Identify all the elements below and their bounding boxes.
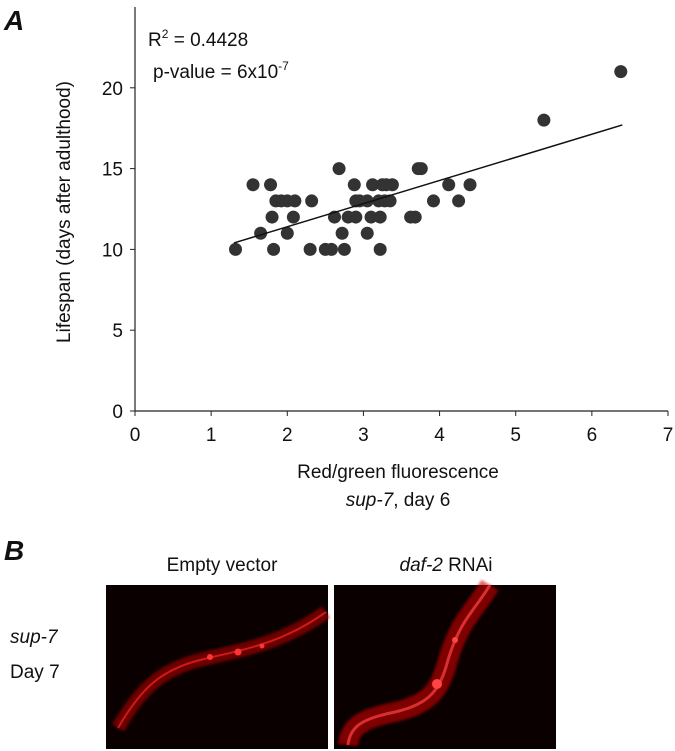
x-axis-label-line2: sup-7, day 6	[346, 490, 451, 511]
point	[305, 194, 319, 208]
point	[280, 226, 294, 240]
point	[366, 178, 380, 192]
r2-annotation: R2 = 0.4428	[148, 27, 248, 51]
point	[337, 242, 351, 256]
point	[408, 210, 422, 224]
point	[442, 178, 456, 192]
y-tick-label: 10	[102, 240, 123, 261]
point	[349, 210, 363, 224]
point	[288, 194, 302, 208]
micrograph	[334, 579, 556, 749]
point	[265, 210, 279, 224]
y-tick-label: 20	[102, 79, 123, 100]
x-tick-label: 4	[434, 425, 445, 446]
panel-label: B	[4, 535, 24, 566]
x-tick-label: 3	[358, 425, 369, 446]
point	[383, 194, 397, 208]
point	[385, 178, 399, 192]
point	[335, 226, 349, 240]
point	[452, 194, 466, 208]
point	[246, 178, 260, 192]
y-tick-label: 5	[112, 321, 123, 342]
point	[286, 210, 300, 224]
point	[332, 162, 346, 176]
point	[267, 242, 281, 256]
point	[324, 242, 338, 256]
point	[303, 242, 317, 256]
x-tick-label: 0	[130, 425, 141, 446]
point	[373, 210, 387, 224]
x-tick-label: 5	[510, 425, 521, 446]
point	[373, 242, 387, 256]
x-tick-label: 6	[587, 425, 598, 446]
row-label: Day 7	[10, 662, 60, 683]
trendline	[233, 124, 623, 244]
micrograph	[106, 585, 331, 749]
x-axis-label: Red/green fluorescence	[297, 462, 499, 483]
point	[229, 242, 243, 256]
y-tick-label: 15	[102, 160, 123, 181]
y-axis-label: Lifespan (days after adulthood)	[54, 81, 75, 343]
x-tick-label: 1	[206, 425, 217, 446]
point	[364, 210, 378, 224]
point	[614, 65, 628, 79]
y-tick-label: 0	[112, 402, 123, 423]
point	[414, 162, 428, 176]
point	[426, 194, 440, 208]
x-tick-label: 2	[282, 425, 293, 446]
point	[463, 178, 477, 192]
column-label: Empty vector	[167, 555, 279, 576]
row-label: sup-7	[10, 627, 59, 648]
pvalue-annotation: p-value = 6x10-7	[153, 59, 289, 83]
point	[537, 113, 551, 127]
point	[264, 178, 278, 192]
panel-label: A	[3, 5, 24, 36]
point	[347, 178, 361, 192]
column-label: daf-2 RNAi	[400, 555, 493, 576]
x-tick-label: 7	[663, 425, 674, 446]
point	[360, 226, 374, 240]
